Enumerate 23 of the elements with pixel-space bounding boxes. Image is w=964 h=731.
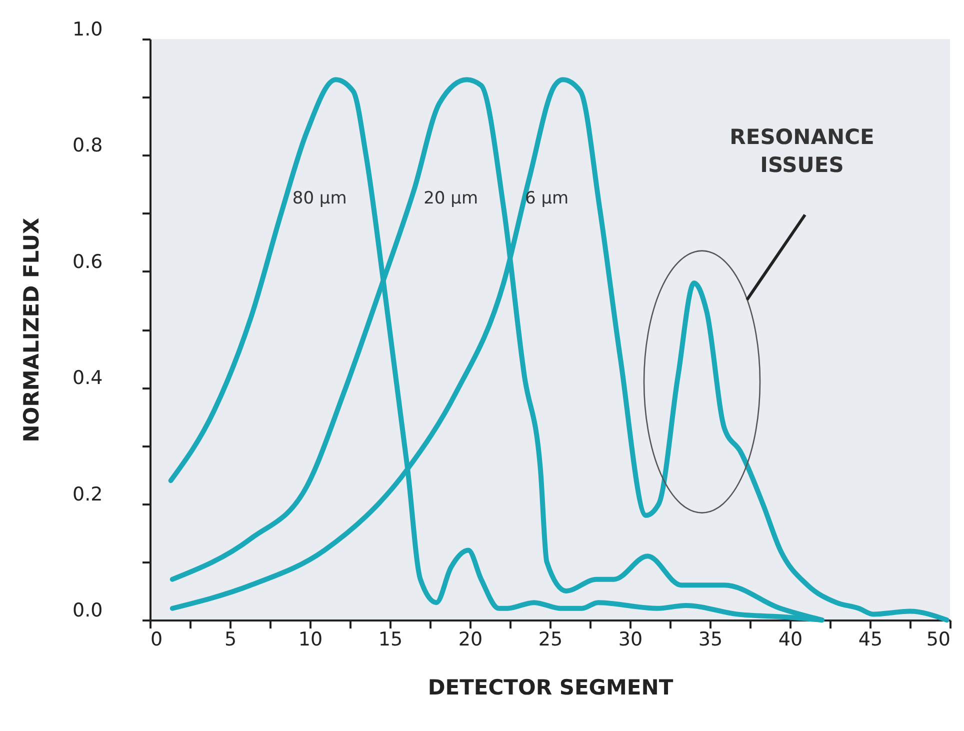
x-tick-label: 5 xyxy=(224,628,237,650)
x-tick-label: 20 xyxy=(458,628,483,650)
x-tick-label: 25 xyxy=(538,628,563,650)
x-tick-label: 35 xyxy=(698,628,723,650)
y-tick-label: 1.0 xyxy=(72,18,103,40)
x-tick-label: 0 xyxy=(150,628,163,650)
x-tick-label: 45 xyxy=(858,628,883,650)
x-tick-label: 15 xyxy=(378,628,403,650)
x-tick-label: 50 xyxy=(926,628,950,650)
y-axis-title: NORMALIZED FLUX xyxy=(20,218,44,442)
series-label: 20 µm xyxy=(424,188,478,209)
y-tick-label: 0.2 xyxy=(72,483,103,506)
x-tick-label: 10 xyxy=(298,628,323,650)
x-tick-label: 40 xyxy=(778,628,803,650)
y-tick-label: 0.6 xyxy=(72,250,103,273)
series-label: 80 µm xyxy=(292,188,347,209)
y-tick-label: 0.0 xyxy=(72,600,103,622)
y-tick-label: 0.4 xyxy=(72,367,103,390)
series-label: 6 µm xyxy=(524,188,569,209)
annotation: RESONANCE ISSUES xyxy=(730,124,874,177)
x-axis-title: DETECTOR SEGMENT xyxy=(428,676,674,700)
y-tick-label: 0.8 xyxy=(72,134,103,157)
x-tick-label: 30 xyxy=(618,628,643,650)
